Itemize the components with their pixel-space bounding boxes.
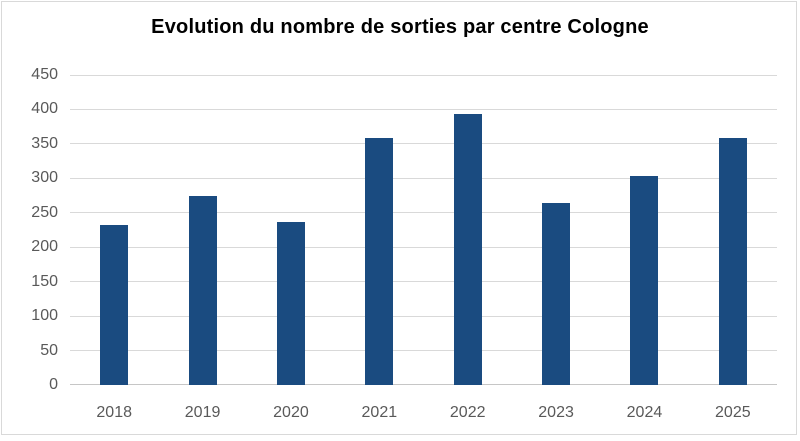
y-axis-tick-label: 400 [31,100,58,118]
gridline [70,212,777,214]
gridline [70,75,777,76]
bar-2018 [100,224,129,385]
bar-2021 [365,137,394,385]
y-axis-tick-label: 450 [31,66,58,83]
gridline [70,281,777,283]
gridline [70,177,777,179]
gridline [70,315,777,317]
bar-2020 [276,222,305,385]
y-axis-tick-label: 350 [31,134,58,152]
y-axis-tick-label: 150 [31,272,58,290]
gridline [70,246,777,248]
gridline [70,143,777,145]
x-axis-label-2020: 2020 [273,404,309,421]
x-axis-label-2021: 2021 [361,404,398,421]
chart-title: Evolution du nombre de sorties par centr… [151,16,649,38]
bar-2023 [542,203,571,385]
y-axis-tick-label: 0 [49,376,58,393]
y-axis-tick-label: 100 [31,307,58,325]
y-axis-tick-label: 300 [31,169,58,187]
x-axis-label-2022: 2022 [449,404,486,421]
y-axis-tick-label: 50 [40,341,58,359]
x-axis-label-2018: 2018 [96,404,132,421]
plot-area [70,75,777,385]
x-axis-line [70,384,777,385]
x-axis-label-2024: 2024 [626,404,663,421]
bar-2024 [630,175,659,385]
x-axis-label-2025: 2025 [715,404,751,421]
gridline [70,350,777,352]
bar-2019 [188,195,217,385]
bar-2025 [718,137,747,385]
gridline [70,108,777,110]
bar-2022 [453,113,482,385]
x-axis-label-2019: 2019 [184,404,221,421]
y-axis-tick-label: 250 [31,203,58,221]
x-axis-label-2023: 2023 [538,404,574,421]
y-axis-tick-label: 200 [31,238,58,256]
